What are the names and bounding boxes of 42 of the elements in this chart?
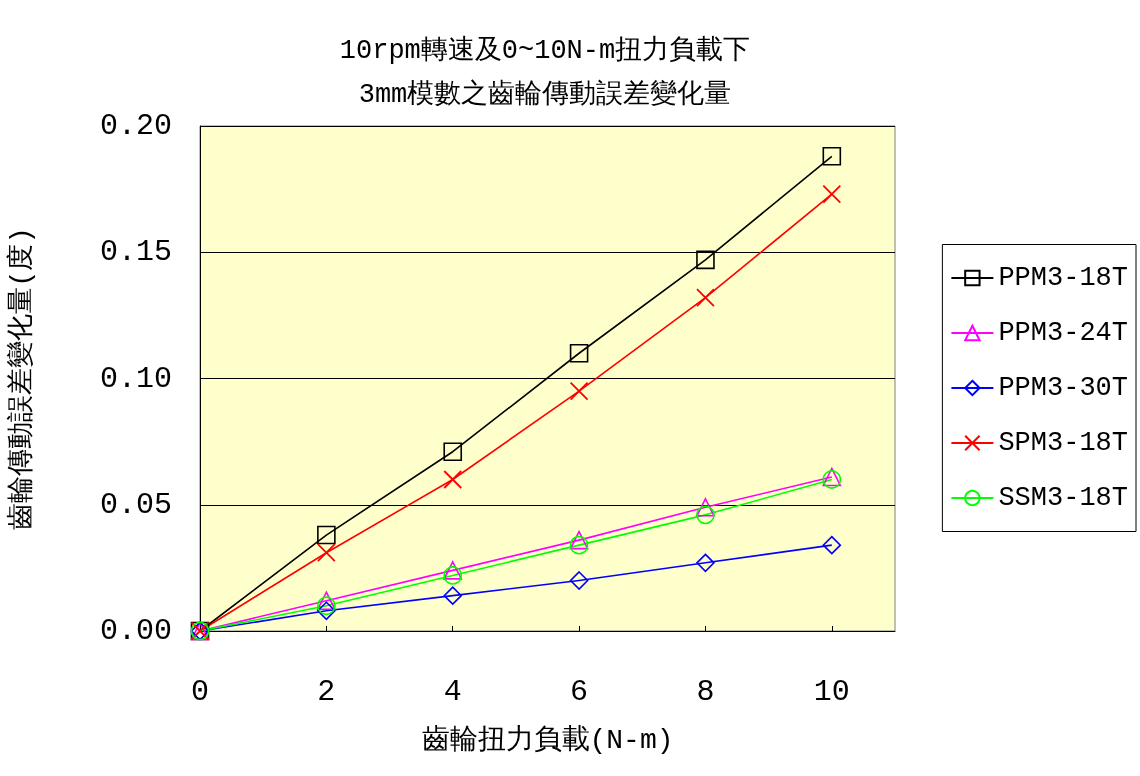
point xyxy=(696,288,715,308)
point xyxy=(569,571,589,590)
y-axis-title: 齒輪傳動誤差變化量(度) xyxy=(5,227,37,530)
x-tick-label: 4 xyxy=(443,675,462,709)
point xyxy=(569,535,589,555)
y-tick-label: 0.00 xyxy=(99,614,172,648)
point xyxy=(696,497,715,517)
y-tick-label: 0.20 xyxy=(99,109,172,143)
legend-label: SPM3-18T xyxy=(998,428,1128,458)
point xyxy=(443,561,463,580)
legend-label: SSM3-18T xyxy=(998,483,1128,513)
point xyxy=(443,442,463,462)
point xyxy=(822,184,842,204)
x-axis-title: 齒輪扭力負載(N-m) xyxy=(421,723,674,756)
point xyxy=(569,343,589,363)
point xyxy=(822,147,842,166)
point xyxy=(569,530,589,550)
legend-label: PPM3-30T xyxy=(998,373,1128,403)
point xyxy=(822,535,842,555)
point xyxy=(317,596,336,616)
y-tick-label: 0.05 xyxy=(99,487,172,522)
point xyxy=(317,525,336,545)
x-tick-label: 0 xyxy=(190,675,210,709)
point xyxy=(443,586,463,605)
x-tick-label: 2 xyxy=(317,675,336,709)
point xyxy=(696,553,715,573)
chart-title: 10rpm轉速及0~10N-m扭力負載下 3mm模數之齒輪傳動誤差變化量 xyxy=(339,35,751,110)
legend-label: PPM3-18T xyxy=(998,263,1128,293)
legend-label: PPM3-24T xyxy=(998,318,1128,348)
y-tick-label: 0.10 xyxy=(99,361,172,396)
y-tick-label: 0.15 xyxy=(99,235,172,270)
point xyxy=(317,601,336,621)
point xyxy=(443,566,463,585)
point xyxy=(317,591,336,610)
point xyxy=(569,381,589,401)
point xyxy=(696,250,715,270)
x-tick-label: 6 xyxy=(570,675,589,709)
x-tick-label: 10 xyxy=(813,675,850,709)
x-tick-label: 8 xyxy=(696,675,715,709)
point xyxy=(316,543,336,563)
point xyxy=(443,470,463,489)
point xyxy=(696,505,715,525)
